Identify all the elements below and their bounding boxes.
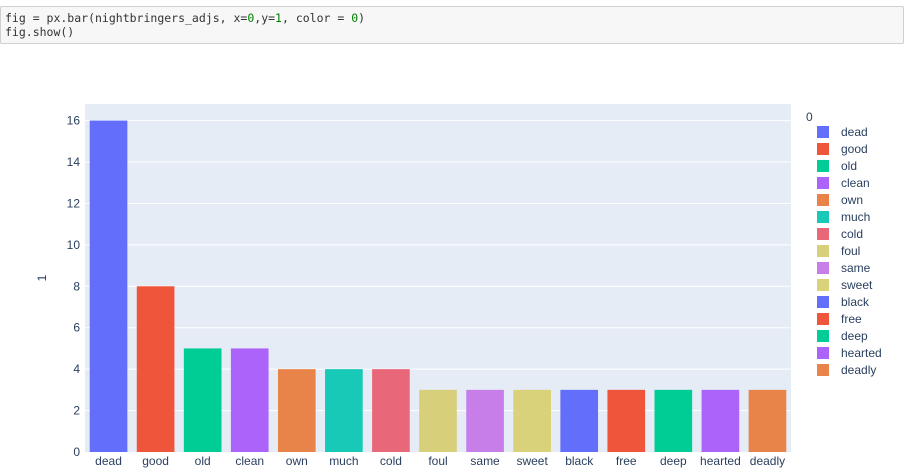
code-line-2: fig.show() [5,25,75,39]
legend-item-label[interactable]: much [841,210,870,224]
bar-good[interactable] [136,286,175,452]
legend-item-label[interactable]: foul [841,244,860,258]
code-number: 0 [351,11,359,25]
x-tick-label: clean [235,454,264,468]
legend-item-label[interactable]: same [841,261,871,275]
bar-black[interactable] [560,389,599,452]
legend-item-label[interactable]: deep [841,329,868,343]
legend-item-label[interactable]: sweet [841,278,873,292]
legend-swatch[interactable] [817,279,829,291]
x-tick-label: foul [428,454,447,468]
legend-swatch[interactable] [817,245,829,257]
code-number: 1 [275,11,282,25]
legend-swatch[interactable] [817,228,829,240]
bar-cold[interactable] [372,369,410,452]
x-tick-label: own [286,454,308,468]
x-tick-label: deadly [750,454,785,468]
y-tick-label: 8 [73,279,80,293]
legend-swatch[interactable] [817,177,829,189]
legend-swatch[interactable] [817,160,829,172]
bar-foul[interactable] [419,389,457,452]
y-tick-label: 0 [73,445,80,459]
legend-item-label[interactable]: own [841,193,863,207]
code-text: fig = px.bar(nightbringers_adjs, x= [5,11,248,25]
legend-item-label[interactable]: clean [841,176,870,190]
legend-swatch[interactable] [817,194,829,206]
code-text: ,y= [254,11,276,25]
y-tick-label: 2 [73,404,80,418]
bar-deep[interactable] [654,389,693,452]
code-text: ) [358,11,366,25]
bar-own[interactable] [277,369,316,452]
x-tick-label: same [470,454,500,468]
legend-item-label[interactable]: free [841,312,862,326]
legend-swatch[interactable] [817,347,829,359]
bar-free[interactable] [607,389,646,452]
y-tick-label: 14 [67,155,81,169]
legend-item-label[interactable]: deadly [841,363,876,377]
bar-clean[interactable] [230,348,269,452]
bar-much[interactable] [325,369,363,452]
y-tick-label: 4 [73,362,80,376]
legend-swatch[interactable] [817,211,829,223]
x-tick-label: deep [660,454,687,468]
legend-swatch[interactable] [817,296,829,308]
legend[interactable]: 0 dead good old clean own much cold foul same swe… [806,110,882,377]
x-axis-ticks: dead good old clean own much cold foul same sweet… [95,454,785,468]
x-tick-label: black [565,454,594,468]
x-tick-label: free [616,454,637,468]
legend-item-label[interactable]: cold [841,227,863,241]
code-line-1: fig = px.bar(nightbringers_adjs, x=0,y=1… [5,11,903,25]
x-tick-label: hearted [700,454,741,468]
y-axis-ticks: 0 2 4 6 8 10 12 14 16 [67,114,81,459]
bars[interactable] [89,120,787,453]
x-tick-label: good [142,454,169,468]
legend-item-label[interactable]: dead [841,125,868,139]
x-tick-label: old [195,454,211,468]
legend-item-label[interactable]: good [841,142,868,156]
legend-swatch[interactable] [817,143,829,155]
legend-item-label[interactable]: old [841,159,857,173]
y-axis-label: 1 [35,274,49,281]
code-number: 0 [247,11,255,25]
legend-title: 0 [806,110,813,124]
x-tick-label: dead [95,454,122,468]
bar-dead[interactable] [89,120,128,453]
bar-deadly[interactable] [748,389,787,452]
bar-same[interactable] [466,389,504,452]
y-tick-label: 16 [67,114,81,128]
bar-old[interactable] [183,348,222,452]
x-tick-label: sweet [516,454,548,468]
y-tick-label: 6 [73,321,80,335]
legend-swatch[interactable] [817,364,829,376]
x-tick-label: cold [380,454,402,468]
code-cell[interactable]: fig = px.bar(nightbringers_adjs, x=0,y=1… [0,6,904,44]
legend-swatch[interactable] [817,262,829,274]
legend-item-label[interactable]: hearted [841,346,882,360]
code-text: , color = [281,11,352,25]
bar-sweet[interactable] [513,389,551,452]
legend-swatch[interactable] [817,313,829,325]
legend-item-label[interactable]: black [841,295,870,309]
bar-hearted[interactable] [701,389,740,452]
legend-swatch[interactable] [817,126,829,138]
y-tick-label: 10 [67,238,81,252]
y-tick-label: 12 [67,196,81,210]
legend-swatch[interactable] [817,330,829,342]
x-tick-label: much [329,454,358,468]
